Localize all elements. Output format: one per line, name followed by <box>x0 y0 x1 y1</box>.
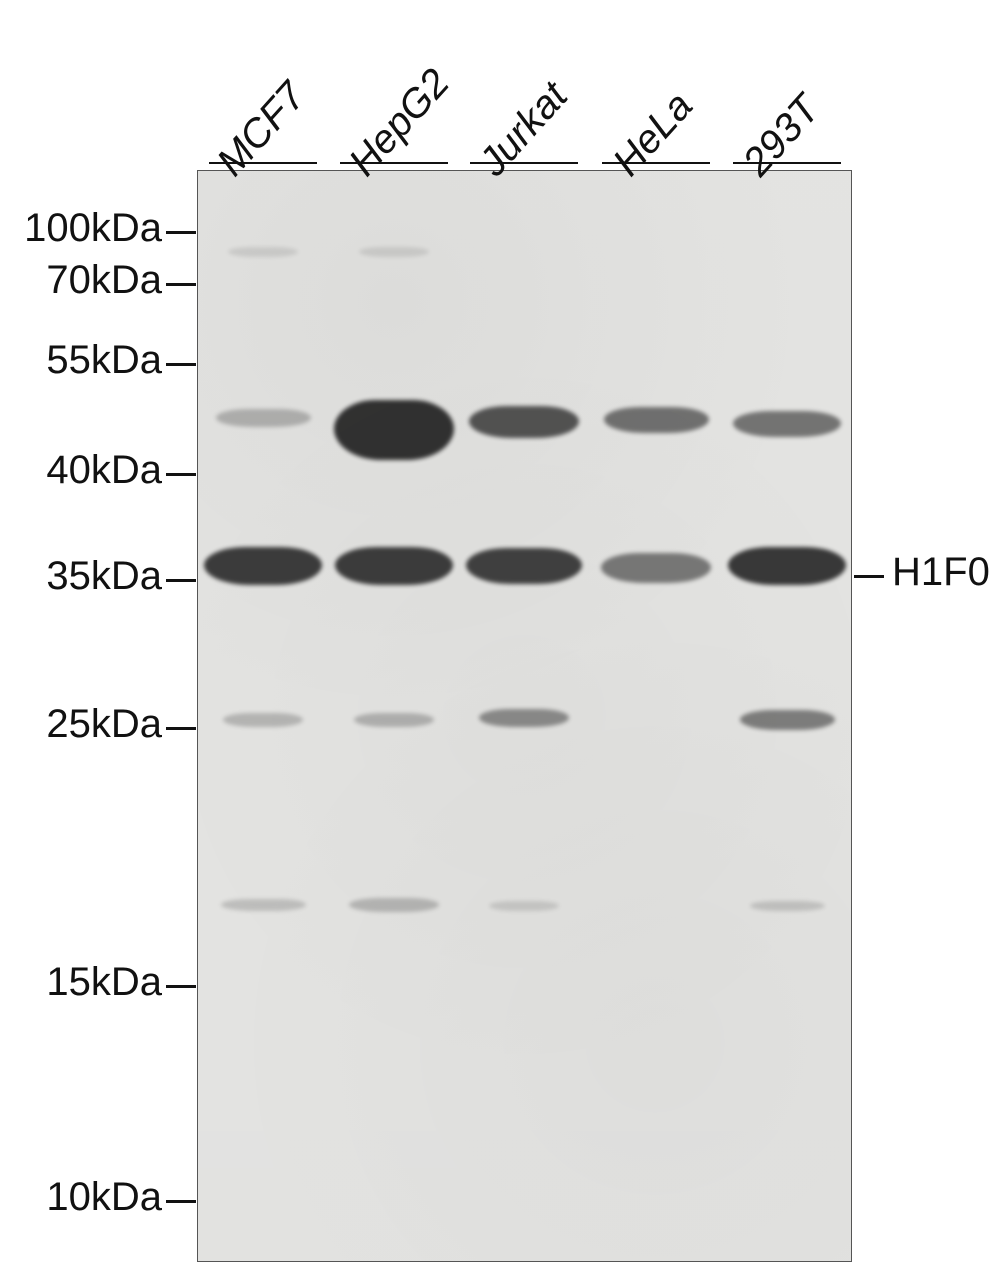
blot-band <box>733 411 841 437</box>
marker-label: 40kDa <box>46 448 162 493</box>
lane-underline <box>470 162 578 164</box>
marker-tick <box>166 727 196 730</box>
marker-tick <box>166 1200 196 1203</box>
blot-band <box>334 400 454 460</box>
blot-band <box>728 547 846 585</box>
lane-label: HepG2 <box>341 61 459 185</box>
marker-tick <box>166 579 196 582</box>
marker-label: 25kDa <box>46 702 162 747</box>
marker-label: 100kDa <box>24 206 162 251</box>
marker-label: 15kDa <box>46 960 162 1005</box>
blot-band <box>204 547 322 585</box>
marker-label: 35kDa <box>46 554 162 599</box>
marker-label: 10kDa <box>46 1175 162 1220</box>
target-tick <box>854 575 884 578</box>
target-label: H1F0 <box>892 550 990 595</box>
blot-band <box>601 553 711 583</box>
blot-band <box>223 713 303 727</box>
blot-band <box>740 710 835 730</box>
blot-band <box>359 247 429 257</box>
marker-tick <box>166 363 196 366</box>
blot-band <box>349 898 439 912</box>
lane-underline <box>733 162 841 164</box>
western-blot-figure: MCF7HepG2JurkatHeLa293T 100kDa70kDa55kDa… <box>0 0 1002 1280</box>
blot-band <box>335 547 453 585</box>
lane-underline <box>602 162 710 164</box>
blot-band <box>604 407 709 433</box>
blot-band <box>216 409 311 427</box>
marker-label: 70kDa <box>46 258 162 303</box>
marker-tick <box>166 473 196 476</box>
blot-band <box>750 901 825 911</box>
lane-label: Jurkat <box>471 74 577 185</box>
blot-band <box>354 713 434 727</box>
blot-band <box>479 709 569 727</box>
blot-band <box>466 548 582 584</box>
lane-underline <box>209 162 317 164</box>
marker-tick <box>166 283 196 286</box>
marker-tick <box>166 231 196 234</box>
blot-band <box>469 406 579 438</box>
marker-label: 55kDa <box>46 338 162 383</box>
marker-tick <box>166 985 196 988</box>
lane-label: MCF7 <box>209 74 315 185</box>
blot-band <box>221 899 306 911</box>
lane-underline <box>340 162 448 164</box>
blot-band <box>489 901 559 911</box>
blot-band <box>228 247 298 257</box>
